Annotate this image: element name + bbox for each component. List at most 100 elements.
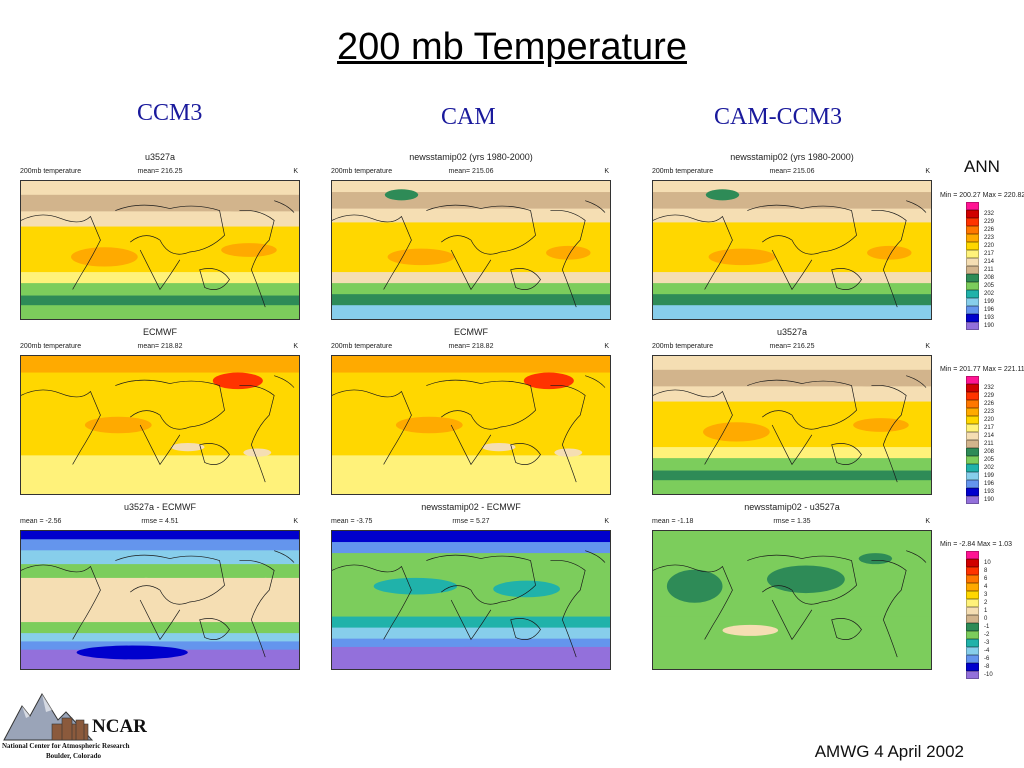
colorbar-label: 226 — [984, 227, 995, 233]
contour-band — [21, 356, 299, 374]
colorbar-swatch — [966, 647, 979, 655]
contour-band — [653, 294, 931, 306]
contour-region — [766, 565, 845, 594]
map-image — [652, 180, 932, 320]
colorbar-swatch — [966, 551, 979, 559]
contour-band — [332, 638, 610, 648]
colorbar-label: 4 — [984, 584, 988, 590]
colorbar-label: 208 — [984, 275, 995, 281]
colorbar-swatch — [966, 314, 979, 322]
map-image — [20, 180, 300, 320]
contour-region — [708, 248, 776, 266]
panel-title: ECMWF — [454, 327, 488, 337]
panel-mean-label: rmse = 1.35 — [773, 518, 811, 525]
contour-band — [332, 356, 610, 374]
colorbar-range: Min = -2.84 Max = 1.03 — [940, 541, 1012, 548]
contour-band — [653, 531, 931, 573]
colorbar-swatch — [966, 472, 979, 480]
colorbar-label: 220 — [984, 243, 995, 249]
contour-band — [21, 211, 299, 228]
colorbar-swatch — [966, 322, 979, 330]
contour-region — [705, 189, 740, 201]
contour-band — [21, 550, 299, 565]
panel-left-label: 200mb temperature — [652, 168, 714, 175]
colorbar-label: 3 — [984, 592, 988, 598]
coastline — [426, 204, 536, 255]
colorbar-label: 232 — [984, 211, 995, 217]
contour-band — [21, 633, 299, 642]
colorbar-swatch — [966, 274, 979, 282]
contour-band — [332, 208, 610, 223]
colorbar-swatch — [966, 298, 979, 306]
panel-title: u3527a — [144, 152, 176, 162]
contour-region — [867, 245, 912, 260]
coastline — [906, 200, 927, 213]
colorbar-range: Min = 200.27 Max = 220.82 — [940, 192, 1024, 199]
contour-region — [215, 200, 261, 212]
ncar-wordmark: NCAR — [92, 716, 147, 737]
coastline — [747, 204, 857, 255]
colorbar-label: 199 — [984, 473, 995, 479]
contour-band — [332, 272, 610, 284]
colorbar-label: 226 — [984, 401, 995, 407]
coastline — [274, 200, 295, 213]
coastline — [426, 554, 536, 605]
colorbar-absolute-top: Min = 200.27 Max = 220.82 232 229 226 223 220… — [940, 192, 1024, 330]
coastline — [585, 550, 606, 563]
colorbar-swatch — [966, 631, 979, 639]
colorbar-label: 6 — [984, 576, 988, 582]
colorbar-label: -6 — [984, 656, 990, 662]
contour-region — [221, 243, 277, 257]
colorbar-swatch — [966, 655, 979, 663]
contour-band — [332, 531, 610, 543]
panel-title: newsstamip02 - ECMWF — [421, 502, 521, 512]
contour-region — [71, 247, 138, 267]
contour-band — [21, 295, 299, 306]
colorbar-swatch — [966, 615, 979, 623]
panel-left-label: mean = -1.18 — [652, 518, 694, 525]
colorbar-label: 0 — [984, 616, 988, 622]
colorbar-label: 196 — [984, 481, 995, 487]
colorbar-label: 196 — [984, 307, 995, 313]
ncar-location: Boulder, Colorado — [46, 752, 101, 760]
column-label-ccm3: CCM3 — [137, 100, 203, 126]
colorbar-label: 193 — [984, 489, 995, 495]
coastline — [239, 384, 275, 483]
coastline — [115, 554, 225, 605]
colorbar-swatch — [966, 266, 979, 274]
contour-region — [76, 645, 188, 660]
colorbar-swatch — [966, 424, 979, 432]
coastline — [771, 424, 813, 466]
colorbar-range: Min = 201.77 Max = 221.11 — [940, 366, 1024, 373]
colorbar-label: 2 — [984, 600, 988, 606]
contour-region — [171, 442, 205, 452]
contour-region — [29, 580, 97, 620]
colorbar-label: -4 — [984, 648, 990, 654]
contour-region — [243, 448, 272, 457]
column-label-cam-ccm3: CAM-CCM3 — [714, 104, 843, 130]
colorbar-swatch — [966, 575, 979, 583]
panel-unit-label: K — [604, 168, 609, 175]
colorbar-label: -10 — [984, 672, 993, 678]
colorbar-swatch — [966, 488, 979, 496]
coastline — [747, 554, 857, 605]
map-image — [652, 355, 932, 495]
contour-band — [332, 566, 610, 618]
panel-unit-label: K — [925, 168, 930, 175]
panel-title: newsstamip02 - u3527a — [744, 502, 840, 512]
column-label-cam: CAM — [441, 104, 496, 130]
colorbar-swatch — [966, 591, 979, 599]
colorbar-label: 229 — [984, 393, 995, 399]
panel-unit-label: K — [604, 518, 609, 525]
colorbar-swatch — [966, 250, 979, 258]
panel-mean-label: rmse = 5.27 — [452, 518, 490, 525]
colorbar-label: 205 — [984, 283, 995, 289]
map-image — [20, 355, 300, 495]
contour-band — [653, 208, 931, 223]
colorbar-swatch — [966, 599, 979, 607]
colorbar-swatch — [966, 440, 979, 448]
colorbar-swatch — [966, 671, 979, 679]
panel-unit-label: K — [925, 518, 930, 525]
panel-mean-label: mean= 215.06 — [769, 168, 815, 175]
colorbar-label: 211 — [984, 267, 994, 273]
